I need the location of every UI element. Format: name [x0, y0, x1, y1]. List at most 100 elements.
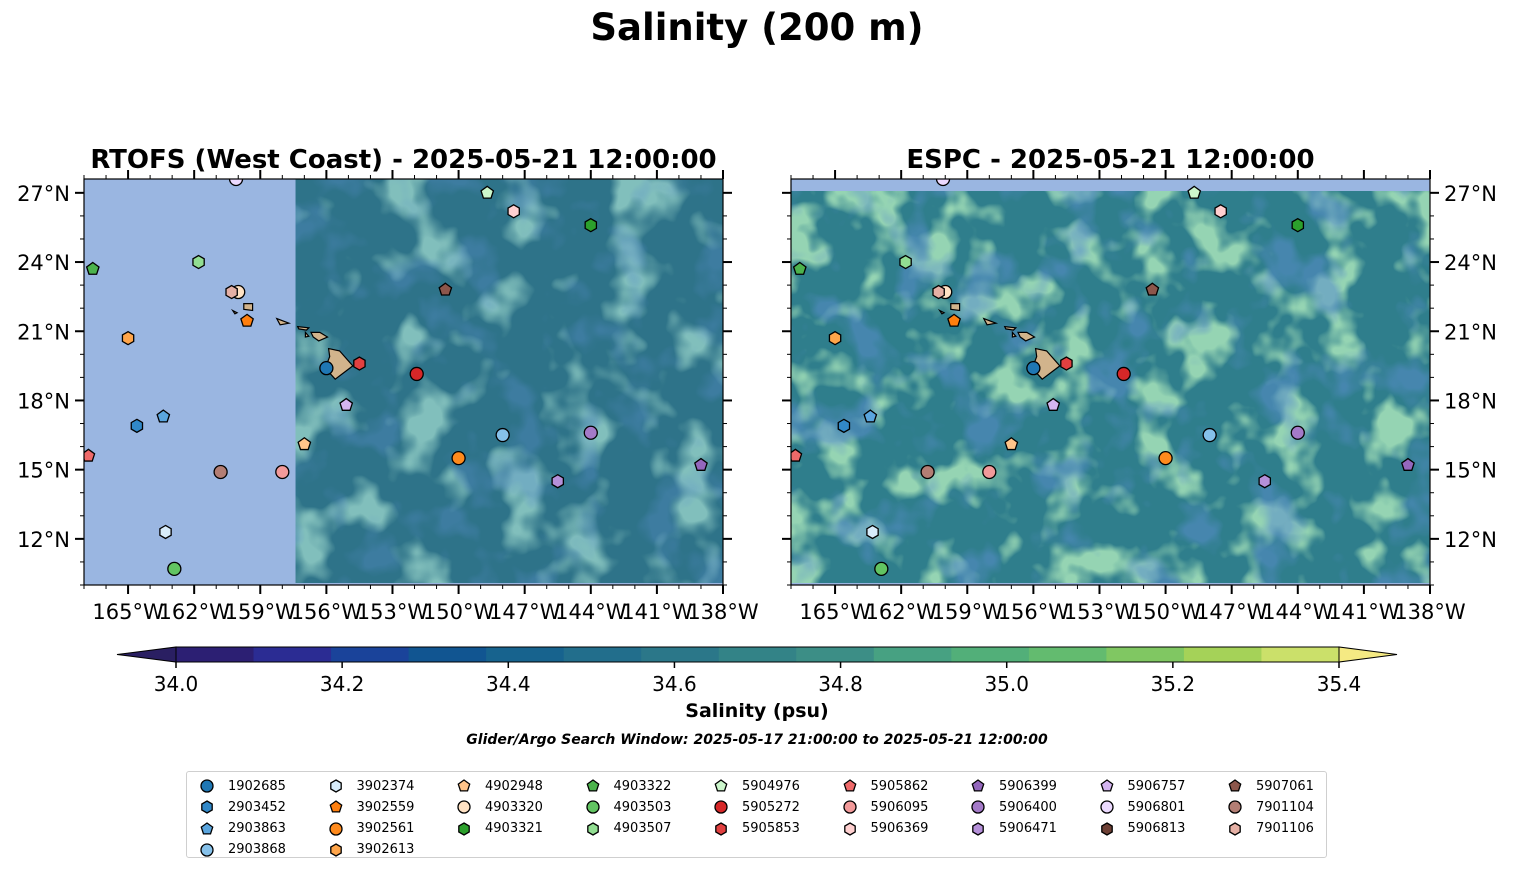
- legend-marker-5906095: [842, 800, 857, 814]
- float-marker-5904976: [1187, 185, 1202, 199]
- legend-item: 5906801: [1098, 797, 1185, 817]
- legend-marker-circle-icon: [971, 800, 985, 814]
- legend-item: 5906399: [969, 776, 1057, 796]
- legend-marker-hexagon-icon: [329, 779, 342, 793]
- legend-item: 7901106: [1226, 819, 1314, 839]
- legend-item: 5905272: [712, 797, 800, 817]
- legend-marker-5905862: [843, 779, 856, 792]
- colorbar-segment: [718, 647, 797, 662]
- legend-item: 7901104: [1226, 797, 1314, 817]
- y-tick-label: 18°N: [17, 389, 70, 413]
- x-tick-label: 147°W: [1196, 600, 1268, 624]
- legend-label: 2903863: [228, 821, 286, 837]
- legend-label: 5906095: [870, 799, 929, 815]
- float-marker-2903868: [495, 427, 510, 443]
- float-marker-4903321: [584, 217, 598, 233]
- island: [243, 303, 254, 312]
- float-marker-5905853: [353, 356, 366, 371]
- x-tick-label: 162°W: [158, 600, 230, 624]
- colorbar-segment: [1261, 647, 1340, 662]
- legend-label: 5906369: [870, 821, 929, 837]
- float-marker-5906400: [1290, 425, 1305, 440]
- float-marker-4902948: [297, 436, 312, 451]
- legend-label: 2903868: [228, 842, 286, 858]
- float-marker-5906757: [339, 397, 354, 411]
- legend-item: 4903507: [584, 819, 671, 839]
- island: [304, 330, 310, 338]
- colorbar-segment: [641, 647, 720, 662]
- legend-item: 3902559: [327, 797, 414, 817]
- float-marker-2903863: [156, 409, 171, 423]
- colorbar-under-arrow: [116, 646, 177, 663]
- float-marker-5907061: [1145, 282, 1160, 296]
- legend-marker-5906813: [1100, 821, 1113, 836]
- legend-marker-hexagon-icon: [1229, 821, 1241, 836]
- colorbar-over-arrow: [1338, 646, 1398, 663]
- legend-label: 2903452: [228, 799, 286, 815]
- float-marker-4903322: [792, 261, 807, 275]
- legend-marker-pentagon-icon: [1100, 779, 1113, 792]
- legend-marker-5905272: [714, 800, 728, 814]
- legend-label: 5905853: [742, 821, 800, 837]
- legend-marker-pentagon-icon: [843, 779, 856, 792]
- legend-marker-5904976: [714, 779, 728, 792]
- legend-marker-1902685: [200, 779, 214, 793]
- legend-marker-hexagon-icon: [201, 800, 213, 815]
- legend-label: 4903321: [485, 821, 543, 837]
- colorbar-segment: [176, 647, 255, 662]
- float-marker-5905853: [1060, 356, 1073, 371]
- legend-marker-7901106: [1229, 821, 1241, 836]
- legend-item: 5906757: [1098, 776, 1185, 796]
- legend-label: 3902613: [356, 842, 415, 858]
- salinity-eddies-low: [791, 191, 1430, 583]
- float-marker-4903507: [899, 254, 912, 270]
- legend-marker-hexagon-icon: [586, 821, 599, 836]
- colorbar-tick-label: 34.2: [320, 672, 365, 696]
- y-tick-label: 21°N: [17, 320, 70, 344]
- legend-label: 3902374: [356, 778, 415, 794]
- legend-marker-4903322: [586, 779, 599, 792]
- float-marker-3902559: [947, 313, 961, 327]
- x-tick-label: 144°W: [555, 600, 627, 624]
- legend-item: 5904976: [712, 776, 800, 796]
- float-marker-4903322: [85, 261, 100, 275]
- float-marker-2903452: [130, 418, 144, 434]
- island: [1003, 325, 1018, 331]
- island: [296, 325, 311, 331]
- colorbar-segment: [796, 647, 875, 662]
- float-marker-7901104: [213, 464, 228, 480]
- y-tick-label: 15°N: [1444, 459, 1497, 483]
- x-tick-label: 153°W: [357, 600, 429, 624]
- legend-marker-3902613: [329, 843, 342, 857]
- legend-label: 5904976: [742, 778, 800, 794]
- legend-label: 5906400: [999, 799, 1057, 815]
- legend-item: 5907061: [1226, 776, 1314, 796]
- legend-marker-5906399: [971, 779, 985, 792]
- float-marker-5905272: [409, 366, 424, 382]
- float-marker-1902685: [319, 361, 334, 376]
- legend-item: 5905862: [841, 776, 928, 796]
- float-marker-2903863: [863, 409, 878, 423]
- x-tick-label: 138°W: [687, 600, 759, 624]
- legend-marker-5907061: [1228, 779, 1242, 792]
- x-tick-label: 165°W: [799, 600, 871, 624]
- legend-label: 5907061: [1256, 778, 1314, 794]
- float-marker-3902374: [866, 524, 879, 540]
- island: [230, 308, 239, 315]
- float-marker-3902559: [240, 313, 254, 327]
- float-marker-4903507: [192, 254, 205, 270]
- legend-marker-pentagon-icon: [457, 779, 471, 792]
- legend-marker-5906757: [1100, 779, 1113, 792]
- legend-marker-4903507: [586, 821, 599, 836]
- float-marker-5904976: [480, 185, 495, 199]
- legend-item: 5905853: [712, 819, 800, 839]
- float-marker-5906369: [1214, 204, 1227, 219]
- legend-marker-hexagon-icon: [715, 821, 727, 836]
- legend-item: 5906471: [969, 819, 1057, 839]
- legend-marker-circle-icon: [1099, 800, 1114, 814]
- legend-label: 5905272: [742, 799, 800, 815]
- float-marker-4902948: [1004, 436, 1019, 451]
- legend-marker-pentagon-icon: [714, 779, 728, 792]
- salinity-eddies-low: [295, 179, 723, 583]
- island: [982, 317, 999, 326]
